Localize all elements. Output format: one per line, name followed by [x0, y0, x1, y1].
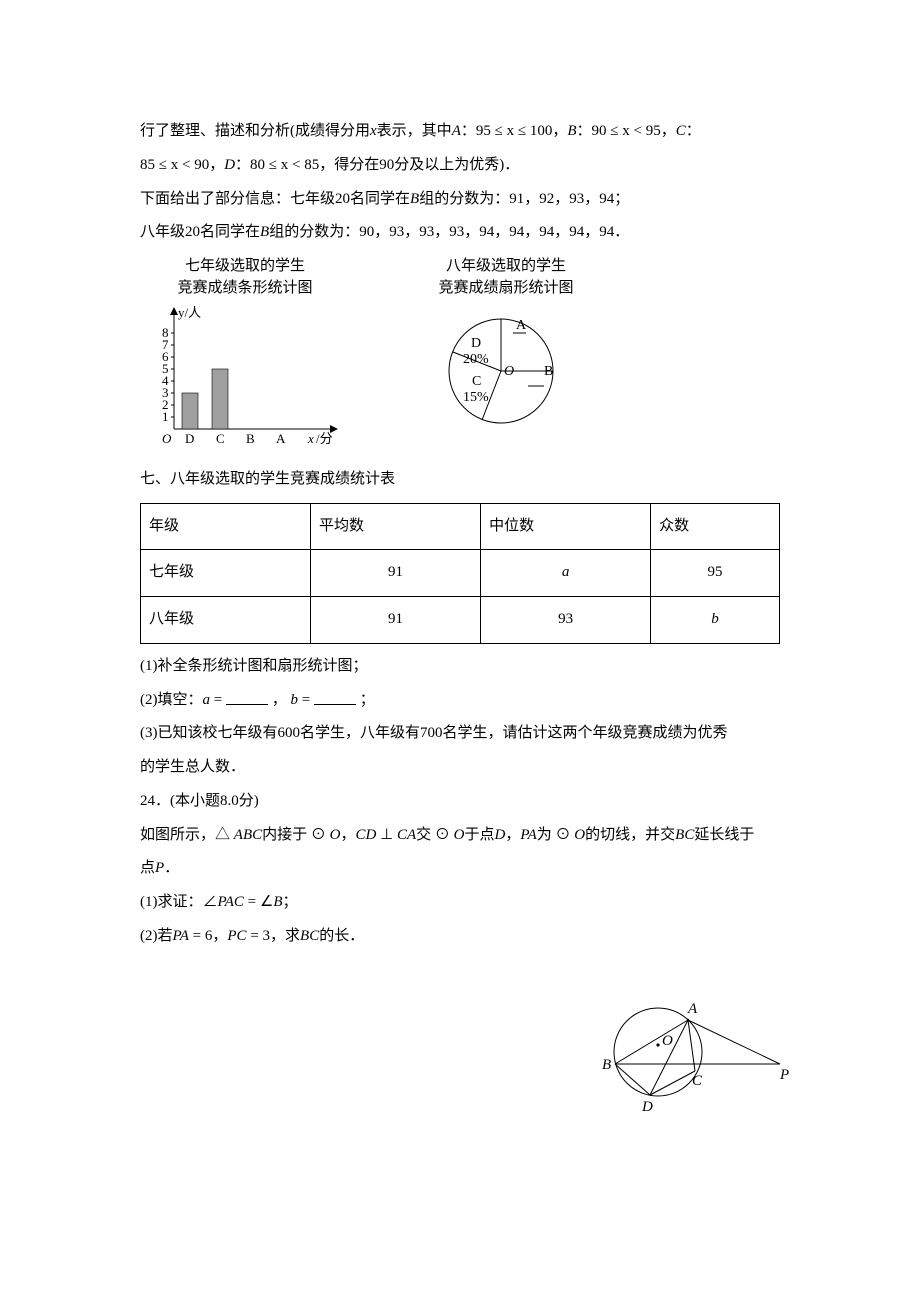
svg-text:8: 8 — [162, 325, 169, 340]
lbl-O: O — [662, 1033, 673, 1049]
text: (2)填空： — [140, 692, 203, 708]
bar-caption-1: 七年级选取的学生 — [140, 256, 350, 276]
text: 点 — [140, 860, 155, 876]
text: (本小题8.0分) — [170, 793, 259, 809]
p24-s1: (1)求证：∠PAC = ∠B； — [140, 886, 780, 920]
table-row: 七年级 91 a 95 — [141, 550, 780, 597]
text: ， — [268, 692, 291, 708]
cell: 91 — [311, 597, 481, 644]
text: 行了整理、描述和分析(成绩得分用 — [140, 123, 370, 139]
bar-chart-block: 七年级选取的学生 竞赛成绩条形统计图 1 2 — [140, 256, 350, 457]
lbl-B: B — [602, 1057, 611, 1073]
text: 于点 — [464, 827, 494, 843]
text: (2)若 — [140, 928, 173, 944]
text: (1)求证： — [140, 894, 203, 910]
cell: 93 — [481, 597, 651, 644]
text: ， — [341, 827, 356, 843]
text: 下面给出了部分信息：七年级20名同学在 — [140, 191, 410, 207]
p24-s2: (2)若PA = 6，PC = 3，求BC的长． — [140, 920, 780, 954]
text: 组的分数为：91，92，93，94； — [419, 191, 629, 207]
text: ， — [505, 827, 520, 843]
pie-caption-1: 八年级选取的学生 — [416, 256, 596, 276]
svg-text:B: B — [246, 431, 255, 446]
text: 交 — [416, 827, 431, 843]
th-mode: 众数 — [651, 503, 780, 550]
q3a: (3)已知该校七年级有600名学生，八年级有700名学生，请估计这两个年级竞赛成… — [140, 717, 780, 751]
svg-text:C: C — [216, 431, 225, 446]
text: ，求 — [270, 928, 300, 944]
text: ：90 ≤ x < 95， — [577, 123, 676, 139]
text: 八年级20名同学在 — [140, 224, 260, 240]
svg-text:D: D — [471, 336, 481, 351]
text: ， — [212, 928, 227, 944]
th-grade: 年级 — [141, 503, 311, 550]
geometry-figure: A B C D O P — [580, 987, 800, 1127]
svg-text:x: x — [307, 431, 314, 446]
text: 组的分数为：90，93，93，93，94，94，94，94，94． — [269, 224, 629, 240]
bar-chart-svg: 1 2 3 4 5 6 7 8 D C B — [140, 301, 350, 451]
text: 的切线，并交 — [585, 827, 675, 843]
text: 为 — [537, 827, 552, 843]
cell: 八年级 — [141, 597, 311, 644]
p24-header: 24．(本小题8.0分) — [140, 785, 780, 819]
p24-l2: 点P． — [140, 852, 780, 886]
cell: 91 — [311, 550, 481, 597]
q2: (2)填空：a = ， b = ； — [140, 684, 780, 718]
svg-text:20%: 20% — [463, 352, 489, 367]
svg-text:15%: 15% — [463, 390, 489, 405]
p24-l1: 如图所示，△ ABC内接于 ⊙ O，CD ⊥ CA交 ⊙ O于点D，PA为 ⊙ … — [140, 819, 780, 853]
text: ： — [686, 123, 701, 139]
th-mean: 平均数 — [311, 503, 481, 550]
text: ：95 ≤ x ≤ 100， — [461, 123, 567, 139]
figures-row: 七年级选取的学生 竞赛成绩条形统计图 1 2 — [140, 256, 780, 457]
pie-chart-svg: D 20% C 15% A B O — [416, 301, 596, 441]
text: 24． — [140, 793, 170, 809]
table-title: 七、八年级选取的学生竞赛成绩统计表 — [140, 463, 780, 497]
svg-text:A: A — [276, 431, 286, 446]
cell: 七年级 — [141, 550, 311, 597]
intro-line-2: 85 ≤ x < 90，D：80 ≤ x < 85，得分在90分及以上为优秀)． — [140, 149, 780, 183]
table-row: 八年级 91 93 b — [141, 597, 780, 644]
intro-line-1: 行了整理、描述和分析(成绩得分用x表示，其中A：95 ≤ x ≤ 100，B：9… — [140, 115, 780, 149]
text: 如图所示， — [140, 827, 215, 843]
given-7: 下面给出了部分信息：七年级20名同学在B组的分数为：91，92，93，94； — [140, 183, 780, 217]
text: 表示，其中 — [377, 123, 452, 139]
bar-caption-2: 竞赛成绩条形统计图 — [140, 278, 350, 298]
svg-text:D: D — [185, 431, 194, 446]
lbl-C: C — [692, 1073, 703, 1089]
q3b: 的学生总人数． — [140, 751, 780, 785]
stats-table: 年级 平均数 中位数 众数 七年级 91 a 95 八年级 91 93 b — [140, 503, 780, 644]
svg-text:O: O — [504, 364, 514, 379]
pie-chart-block: 八年级选取的学生 竞赛成绩扇形统计图 D 20% C 15% — [416, 256, 596, 447]
svg-text:A: A — [516, 318, 527, 333]
svg-text:/分: /分 — [316, 431, 333, 446]
lbl-A: A — [687, 1001, 698, 1017]
svg-text:B: B — [544, 364, 553, 379]
text: 内接于 — [262, 827, 307, 843]
svg-text:C: C — [472, 374, 481, 389]
cell: b — [651, 597, 780, 644]
text: ； — [283, 894, 298, 910]
exam-page: 行了整理、描述和分析(成绩得分用x表示，其中A：95 ≤ x ≤ 100，B：9… — [0, 0, 920, 1302]
th-median: 中位数 — [481, 503, 651, 550]
cell: 95 — [651, 550, 780, 597]
table-header-row: 年级 平均数 中位数 众数 — [141, 503, 780, 550]
text: ； — [356, 692, 375, 708]
lbl-P: P — [779, 1067, 789, 1083]
lbl-D: D — [641, 1099, 653, 1115]
blank-b — [314, 690, 356, 705]
y-axis-label: y/人 — [178, 305, 201, 320]
text: 延长线于 — [694, 827, 754, 843]
cell: a — [481, 550, 651, 597]
text: 的长． — [319, 928, 364, 944]
q1: (1)补全条形统计图和扇形统计图； — [140, 650, 780, 684]
text: ：80 ≤ x < 85，得分在90分及以上为优秀)． — [235, 157, 519, 173]
text: 85 ≤ x < 90， — [140, 157, 224, 173]
given-8: 八年级20名同学在B组的分数为：90，93，93，93，94，94，94，94，… — [140, 216, 780, 250]
blank-a — [226, 690, 268, 705]
pie-caption-2: 竞赛成绩扇形统计图 — [416, 278, 596, 298]
svg-text:O: O — [162, 431, 172, 446]
text: ． — [164, 860, 179, 876]
